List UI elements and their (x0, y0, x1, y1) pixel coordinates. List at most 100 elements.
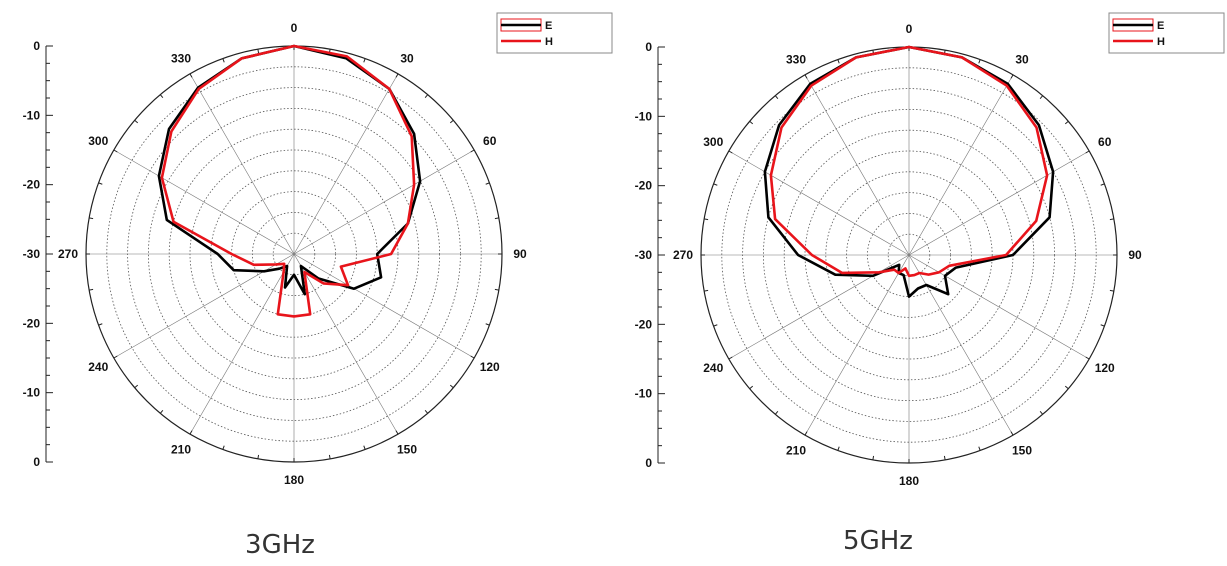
outer-tick (494, 288, 499, 291)
radial-tick-label: -10 (635, 387, 653, 401)
outer-tick (449, 384, 454, 389)
angle-label: 300 (703, 135, 723, 149)
outer-tick (328, 454, 331, 459)
outer-tick (1010, 431, 1014, 436)
outer-tick (774, 95, 779, 100)
radial-tick-label: -20 (635, 179, 653, 193)
radial-tick-label: -30 (23, 247, 41, 261)
outer-tick (449, 119, 454, 124)
outer-tick (98, 182, 103, 185)
outer-tick (1064, 120, 1069, 125)
angle-label: 180 (899, 474, 919, 488)
polar-chart-3ghz: 0 30 60 90 120 150 180 210 240 270 300 330 0 -10 -20 -3… (0, 0, 620, 520)
angle-label: 240 (88, 360, 108, 374)
grid-spoke (293, 253, 399, 435)
angle-label: 210 (171, 443, 191, 457)
outer-tick (113, 149, 118, 153)
radial-tick-label: -30 (635, 248, 653, 262)
angle-label: 150 (1012, 444, 1032, 458)
polar-chart-5ghz: 0 30 60 90 120 150 180 210 240 270 300 330 0 -10 -20 -3… (612, 0, 1227, 520)
outer-tick (728, 150, 733, 154)
legend-label-h: H (545, 36, 553, 48)
outer-tick (159, 409, 164, 414)
outer-tick (1010, 74, 1014, 79)
legend-label-e: E (545, 20, 552, 32)
angle-label: 270 (673, 248, 693, 262)
grid-spoke (293, 149, 475, 255)
angle-label: 90 (1128, 248, 1142, 262)
angle-label: 210 (786, 444, 806, 458)
outer-tick (804, 431, 808, 436)
angle-label: 270 (58, 247, 78, 261)
angle-label: 60 (1098, 135, 1112, 149)
angle-label: 180 (284, 473, 304, 487)
outer-tick (424, 409, 429, 414)
outer-tick (363, 58, 366, 63)
outer-tick (89, 288, 94, 291)
outer-tick (943, 455, 946, 460)
angle-label: 150 (397, 443, 417, 457)
grid-spoke (189, 253, 295, 435)
angle-label: 0 (906, 22, 913, 36)
legend-label-e: E (1157, 20, 1164, 32)
outer-tick (1039, 95, 1044, 100)
grid-spoke (293, 73, 399, 255)
radial-tick-label: 0 (645, 40, 652, 54)
angle-label: 240 (703, 361, 723, 375)
grid-spoke (293, 253, 475, 359)
outer-tick (134, 119, 139, 124)
outer-tick (395, 430, 399, 435)
angle-label: 0 (291, 21, 298, 35)
outer-tick (1109, 218, 1114, 221)
grid-spoke (908, 254, 1090, 360)
outer-tick (485, 182, 490, 185)
legend-label-h: H (1157, 36, 1165, 48)
angle-label: 30 (1015, 52, 1029, 66)
outer-tick (257, 454, 260, 459)
legend-box (496, 12, 613, 54)
outer-tick (89, 217, 94, 220)
outer-tick (189, 73, 193, 78)
radial-tick-label: -20 (23, 316, 41, 330)
outer-tick (749, 385, 754, 390)
outer-tick (1109, 289, 1114, 292)
outer-tick (728, 356, 733, 360)
radial-tick-label: -20 (635, 317, 653, 331)
radial-tick-label: 0 (645, 456, 652, 470)
polar-plot-5ghz: 0 30 60 90 120 150 180 210 240 270 300 330 0 -10 -20 -3… (635, 12, 1225, 488)
grid-spoke (908, 254, 1014, 436)
outer-tick (713, 183, 718, 186)
radial-tick-label: 0 (33, 455, 40, 469)
series-line-e (157, 44, 422, 296)
outer-tick (189, 430, 193, 435)
outer-tick (837, 59, 840, 64)
outer-tick (1100, 324, 1105, 327)
outer-tick (395, 73, 399, 78)
outer-tick (1100, 183, 1105, 186)
outer-tick (1039, 410, 1044, 415)
grid-spoke (189, 73, 295, 255)
angle-label: 120 (480, 360, 500, 374)
grid-spoke (908, 74, 1014, 256)
angle-label: 30 (400, 51, 414, 65)
caption-3ghz: 3GHz (245, 530, 315, 560)
angle-label: 60 (483, 134, 497, 148)
grid-spoke (728, 150, 910, 256)
series-line-e (763, 45, 1055, 298)
angle-label: 330 (786, 52, 806, 66)
outer-tick (1064, 385, 1069, 390)
outer-tick (257, 49, 260, 54)
outer-tick (978, 446, 981, 451)
polar-plot-3ghz: 0 30 60 90 120 150 180 210 240 270 300 330 0 -10 -20 -3… (23, 12, 613, 487)
outer-tick (424, 94, 429, 99)
outer-tick (704, 289, 709, 292)
outer-tick (837, 446, 840, 451)
grid-spoke (908, 150, 1090, 256)
series-line-h (769, 45, 1049, 278)
radial-tick-label: -10 (23, 386, 41, 400)
outer-tick (872, 455, 875, 460)
outer-tick (1085, 150, 1090, 154)
grid-spoke (113, 149, 295, 255)
outer-tick (804, 74, 808, 79)
radial-tick-label: -10 (23, 108, 41, 122)
